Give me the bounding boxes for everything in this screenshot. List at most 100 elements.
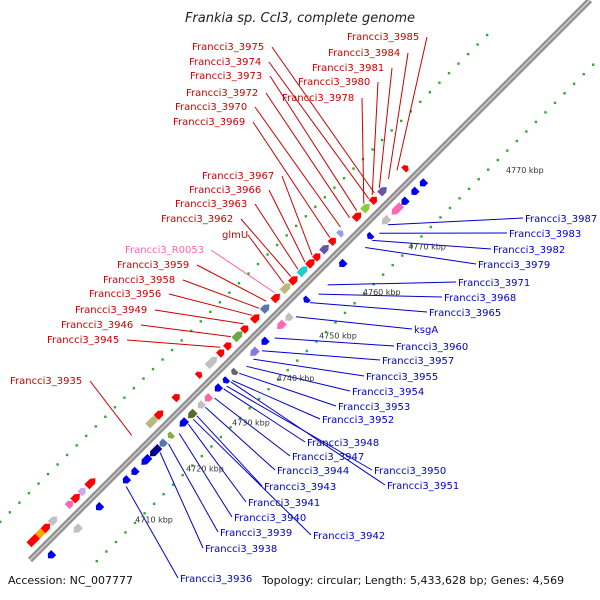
gene-label: Francci3_3984: [328, 48, 400, 59]
tick-dot: [467, 187, 471, 190]
genome-info-text: Topology: circular; Length: 5,433,628 bp…: [262, 574, 565, 587]
label-leader: [230, 381, 386, 486]
tick-dot: [209, 310, 212, 313]
tick-dot: [228, 291, 231, 294]
tick-dot: [315, 340, 318, 343]
label-leader: [295, 316, 413, 330]
tick-dot: [371, 148, 374, 151]
label-leader: [281, 175, 313, 256]
tick-label: 4730 kbp: [232, 419, 270, 428]
gene-label: Francci3_3982: [493, 245, 565, 256]
tick-dot: [65, 453, 69, 457]
tick-dot: [191, 464, 194, 467]
gene-arrow-reverse: [222, 376, 231, 384]
label-leader: [240, 218, 292, 277]
label-leader: [187, 423, 247, 503]
tick-dot: [506, 149, 509, 152]
gene-arrow-forward: [327, 237, 336, 246]
gene-label: Francci3_3939: [220, 528, 292, 539]
gene-arrow-forward: [305, 259, 315, 269]
gene-arrow-forward: [279, 283, 291, 295]
label-leader: [254, 106, 341, 228]
gene-label: Francci3_3935: [10, 376, 82, 387]
tick-dot: [200, 454, 203, 458]
tick-dot: [525, 130, 528, 133]
gene-label: Francci3_3944: [277, 466, 349, 477]
tick-dot: [438, 81, 441, 84]
gene-arrow-forward: [84, 478, 96, 490]
tick-dot: [56, 463, 59, 466]
tick-dot: [391, 263, 394, 267]
label-leader: [178, 433, 233, 518]
gene-label: Francci3_3985: [347, 32, 419, 43]
gene-arrow-forward: [240, 325, 249, 334]
gene-label: Francci3_3949: [75, 305, 147, 316]
gene-arrow-reverse: [339, 258, 348, 268]
gene-arrow-forward: [336, 230, 344, 238]
label-leader: [372, 239, 492, 250]
tick-dot: [256, 262, 260, 266]
label-leader: [247, 234, 285, 284]
gene-label: Francci3_3983: [509, 229, 581, 240]
tick-dot: [439, 216, 442, 219]
gene-arrow-forward: [153, 410, 164, 420]
gene-arrow-reverse: [188, 408, 198, 419]
gene-label: Francci3_R0053: [125, 245, 204, 256]
tick-dot: [8, 511, 11, 514]
gene-label: Francci3_3967: [202, 171, 274, 182]
tick-dot: [582, 73, 585, 76]
tick-dot: [487, 168, 490, 171]
gene-arrow-forward: [145, 416, 158, 429]
label-leader: [159, 452, 204, 549]
gene-features: [26, 165, 429, 559]
label-leader: [196, 415, 263, 487]
gene-label: Francci3_3969: [173, 117, 245, 128]
gene-arrow-forward: [296, 266, 308, 278]
tick-dot: [420, 235, 423, 238]
tick-dot: [277, 378, 280, 381]
gene-label: Francci3_3943: [264, 482, 336, 493]
tick-dot: [342, 177, 346, 180]
gene-label: Francci3_3958: [103, 275, 175, 286]
tick-dot: [113, 406, 117, 409]
tick-dot: [199, 320, 202, 323]
tick-dot: [267, 388, 270, 391]
tick-dot: [124, 531, 127, 534]
gene-label: Francci3_3955: [366, 372, 438, 383]
gene-label: Francci3_3940: [234, 513, 306, 524]
label-leader: [140, 324, 231, 338]
gene-arrow-reverse: [381, 214, 392, 225]
tick-dot: [343, 311, 347, 315]
gene-arrow-forward: [47, 516, 58, 527]
gene-arrow-forward: [360, 204, 370, 214]
gene-arrow-forward: [64, 500, 73, 510]
label-leader: [246, 365, 351, 392]
tick-dot: [229, 426, 232, 429]
tick-dot: [18, 501, 21, 504]
gene-label: Francci3_3947: [292, 452, 364, 463]
tick-dot: [382, 273, 385, 276]
gene-label: Francci3_3974: [189, 57, 261, 68]
tick-dot: [476, 43, 479, 46]
gene-label: Francci3_3936: [180, 574, 252, 585]
label-leader: [168, 443, 219, 533]
gene-arrow-reverse: [47, 550, 57, 559]
gene-arrow-forward: [249, 314, 260, 324]
tick-dot: [485, 33, 489, 37]
gene-arrow-reverse: [277, 319, 287, 330]
tick-dot: [333, 186, 336, 189]
gene-label: Francci3_3979: [478, 260, 550, 271]
gene-arrow-reverse: [73, 523, 83, 533]
gene-label: Francci3_3954: [352, 387, 424, 398]
tick-dot: [95, 559, 98, 563]
tick-dot: [285, 234, 288, 237]
tick-dot: [75, 444, 78, 447]
gene-label: Francci3_3951: [387, 481, 459, 492]
tick-label: 4710 kbp: [135, 516, 173, 525]
tick-dot: [218, 301, 222, 304]
gene-arrow-reverse: [366, 231, 375, 240]
label-leader: [205, 406, 276, 471]
label-leader: [371, 81, 379, 196]
genome-backbone-highlight: [29, 0, 591, 561]
tick-dot: [544, 111, 547, 114]
